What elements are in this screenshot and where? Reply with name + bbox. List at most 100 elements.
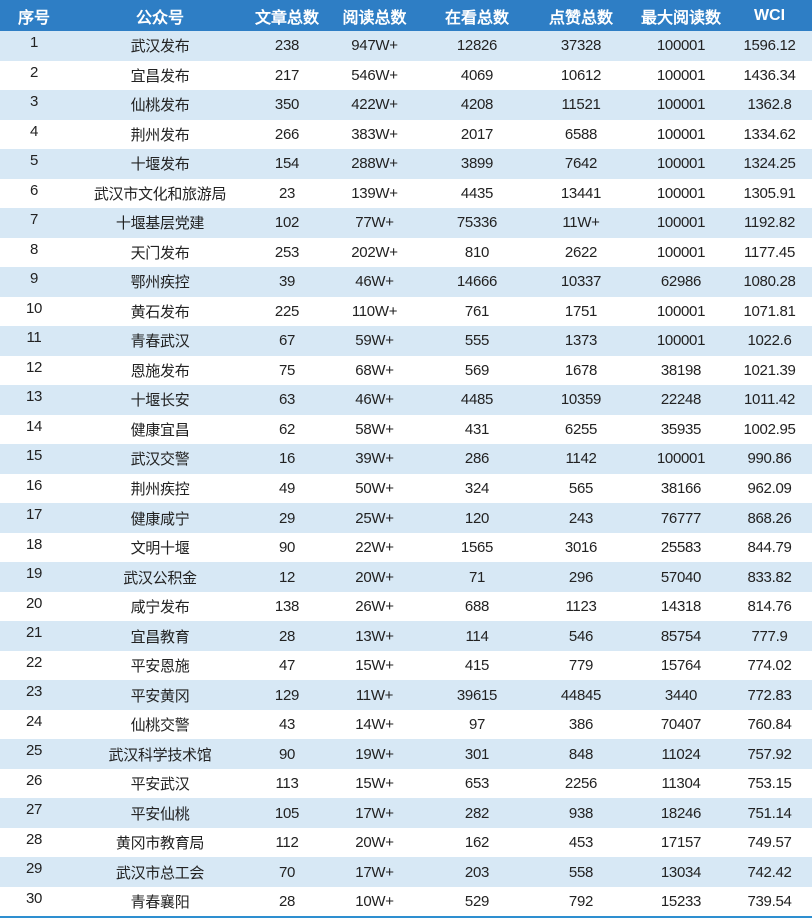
- header-account[interactable]: 公众号: [68, 0, 252, 31]
- cell-max-reads: 100001: [656, 125, 706, 143]
- cell-watching: 653: [464, 775, 490, 793]
- cell-articles: 90: [252, 739, 322, 769]
- table-row[interactable]: 6 武汉市文化和旅游局 23 139W+ 4435 13441 100001 1305.91: [0, 179, 812, 209]
- cell-reads: 422W+: [322, 90, 427, 120]
- table-row[interactable]: 21 宜昌教育 28 13W+ 114 546 85754 777.9: [0, 621, 812, 651]
- cell-account: 武汉发布: [68, 31, 252, 61]
- cell-rank: 25: [0, 739, 68, 769]
- header-articles[interactable]: 文章总数: [252, 0, 322, 31]
- table-row[interactable]: 12 恩施发布 75 68W+ 569 1678 38198 1021.39: [0, 356, 812, 386]
- cell-likes: 13441: [560, 184, 602, 202]
- cell-articles: 23: [278, 184, 296, 202]
- table-row[interactable]: 27 平安仙桃 105 17W+ 282 938 18246 751.14: [0, 798, 812, 828]
- table-row[interactable]: 13 十堰长安 63 46W+ 4485 10359 22248 1011.42: [0, 385, 812, 415]
- cell-account: 武汉市总工会: [68, 857, 252, 887]
- table-row[interactable]: 28 黄冈市教育局 112 20W+ 162 453 17157 749.57: [0, 828, 812, 858]
- header-reads[interactable]: 阅读总数: [322, 0, 427, 31]
- table-row[interactable]: 15 武汉交警 16 39W+ 286 1142 100001 990.86: [0, 444, 812, 474]
- cell-max-reads: 17157: [660, 834, 702, 852]
- table-row[interactable]: 5 十堰发布 154 288W+ 3899 7642 100001 1324.25: [0, 149, 812, 179]
- table-row[interactable]: 2 宜昌发布 217 546W+ 4069 10612 100001 1436.34: [0, 61, 812, 91]
- cell-max-reads: 11024: [635, 739, 727, 769]
- cell-rank: 10: [25, 299, 43, 317]
- header-row: 序号 公众号 文章总数 阅读总数 在看总数 点赞总数 最大阅读数 WCI: [0, 0, 812, 31]
- cell-reads: 11W+: [322, 680, 427, 710]
- cell-max-reads: 100001: [656, 302, 706, 320]
- table-row[interactable]: 25 武汉科学技术馆 90 19W+ 301 848 11024 757.92: [0, 739, 812, 769]
- cell-articles: 16: [252, 444, 322, 474]
- cell-articles: 138: [274, 598, 300, 616]
- table-row[interactable]: 23 平安黄冈 129 11W+ 39615 44845 3440 772.83: [0, 680, 812, 710]
- cell-articles: 28: [252, 621, 322, 651]
- cell-reads: 77W+: [322, 208, 427, 238]
- table-row[interactable]: 3 仙桃发布 350 422W+ 4208 11521 100001 1362.8: [0, 90, 812, 120]
- table-row[interactable]: 26 平安武汉 113 15W+ 653 2256 11304 753.15: [0, 769, 812, 799]
- cell-max-reads: 38198: [660, 361, 702, 379]
- cell-wci: 1334.62: [743, 125, 796, 143]
- table-row[interactable]: 10 黄石发布 225 110W+ 761 1751 100001 1071.81: [0, 297, 812, 327]
- table-row[interactable]: 17 健康咸宁 29 25W+ 120 243 76777 868.26: [0, 503, 812, 533]
- cell-max-reads: 13034: [635, 857, 727, 887]
- header-watching[interactable]: 在看总数: [427, 0, 527, 31]
- cell-wci: 844.79: [747, 539, 792, 557]
- cell-rank: 17: [0, 503, 68, 533]
- cell-articles: 225: [274, 302, 300, 320]
- table-row[interactable]: 4 荆州发布 266 383W+ 2017 6588 100001 1334.62: [0, 120, 812, 150]
- cell-articles: 90: [278, 539, 296, 557]
- cell-articles: 253: [274, 243, 300, 261]
- table-row[interactable]: 22 平安恩施 47 15W+ 415 779 15764 774.02: [0, 651, 812, 681]
- table-row[interactable]: 7 十堰基层党建 102 77W+ 75336 11W+ 100001 1192.82: [0, 208, 812, 238]
- cell-max-reads: 100001: [656, 243, 706, 261]
- cell-account: 武汉交警: [68, 444, 252, 474]
- cell-account: 平安恩施: [130, 658, 190, 676]
- cell-max-reads: 15764: [660, 657, 702, 675]
- cell-wci: 772.83: [727, 680, 812, 710]
- table-row[interactable]: 9 鄂州疾控 39 46W+ 14666 10337 62986 1080.28: [0, 267, 812, 297]
- cell-max-reads: 100001: [635, 444, 727, 474]
- cell-account: 武汉科学技术馆: [68, 739, 252, 769]
- table-row[interactable]: 30 青春襄阳 28 10W+ 529 792 15233 739.54: [0, 887, 812, 918]
- cell-max-reads: 100001: [635, 149, 727, 179]
- cell-likes: 11W+: [527, 208, 635, 238]
- table-row[interactable]: 11 青春武汉 67 59W+ 555 1373 100001 1022.6: [0, 326, 812, 356]
- cell-wci: 1362.8: [727, 90, 812, 120]
- cell-articles: 113: [275, 775, 299, 793]
- cell-max-reads: 14318: [660, 598, 702, 616]
- cell-rank: 29: [0, 857, 68, 887]
- table-row[interactable]: 16 荆州疾控 49 50W+ 324 565 38166 962.09: [0, 474, 812, 504]
- cell-watching: 569: [464, 361, 490, 379]
- cell-reads: 46W+: [322, 385, 427, 415]
- table-row[interactable]: 14 健康宜昌 62 58W+ 431 6255 35935 1002.95: [0, 415, 812, 445]
- cell-rank: 20: [25, 594, 43, 612]
- table-row[interactable]: 20 咸宁发布 138 26W+ 688 1123 14318 814.76: [0, 592, 812, 622]
- cell-reads: 25W+: [322, 503, 427, 533]
- cell-articles: 105: [252, 798, 322, 828]
- header-likes[interactable]: 点赞总数: [527, 0, 635, 31]
- header-max-reads[interactable]: 最大阅读数: [635, 0, 727, 31]
- table-row[interactable]: 29 武汉市总工会 70 17W+ 203 558 13034 742.42: [0, 857, 812, 887]
- cell-rank: 18: [25, 535, 43, 553]
- table-row[interactable]: 24 仙桃交警 43 14W+ 97 386 70407 760.84: [0, 710, 812, 740]
- cell-account: 健康咸宁: [68, 503, 252, 533]
- cell-likes: 243: [527, 503, 635, 533]
- cell-articles: 47: [278, 657, 296, 675]
- cell-rank: 24: [25, 712, 43, 730]
- cell-rank: 6: [29, 181, 39, 199]
- cell-likes: 1678: [564, 361, 598, 379]
- cell-articles: 350: [252, 90, 322, 120]
- cell-max-reads: 76777: [635, 503, 727, 533]
- cell-account: 十堰基层党建: [68, 208, 252, 238]
- table-row[interactable]: 8 天门发布 253 202W+ 810 2622 100001 1177.45: [0, 238, 812, 268]
- header-wci[interactable]: WCI: [727, 0, 812, 31]
- cell-account: 荆州发布: [130, 126, 190, 144]
- cell-likes: 565: [568, 479, 594, 497]
- table-row[interactable]: 18 文明十堰 90 22W+ 1565 3016 25583 844.79: [0, 533, 812, 563]
- cell-wci: 739.54: [747, 893, 792, 911]
- header-rank[interactable]: 序号: [0, 0, 68, 31]
- table-row[interactable]: 19 武汉公积金 12 20W+ 71 296 57040 833.82: [0, 562, 812, 592]
- table-row[interactable]: 1 武汉发布 238 947W+ 12826 37328 100001 1596.12: [0, 31, 812, 61]
- cell-account: 鄂州疾控: [68, 267, 252, 297]
- cell-max-reads: 62986: [635, 267, 727, 297]
- cell-likes: 779: [568, 657, 594, 675]
- cell-reads: 20W+: [355, 834, 394, 852]
